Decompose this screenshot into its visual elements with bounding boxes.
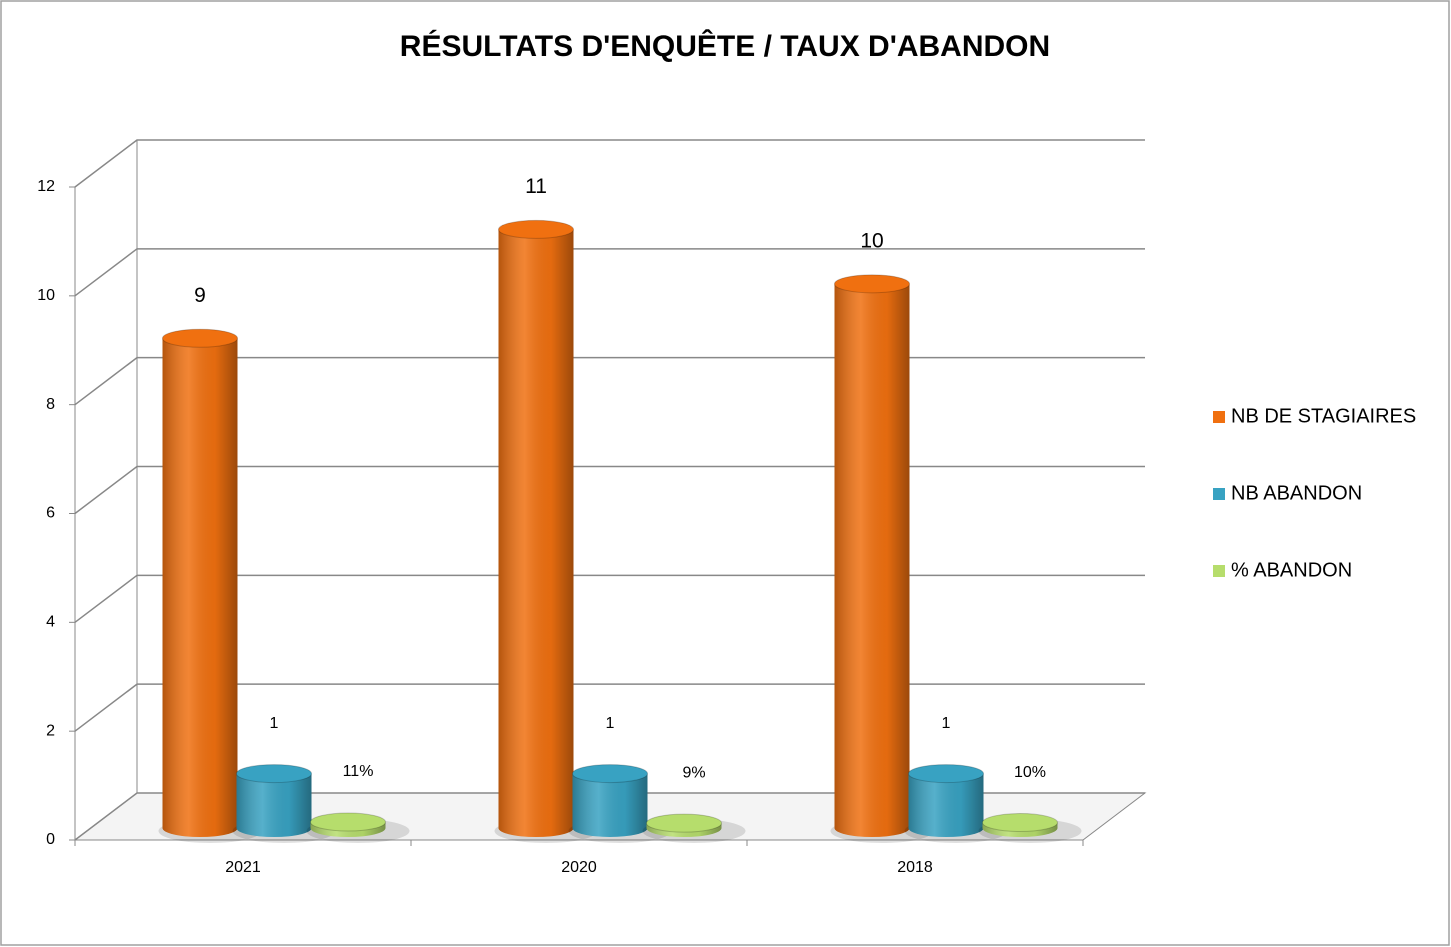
legend-swatch [1213, 411, 1225, 423]
data-label: 1 [270, 715, 279, 732]
data-label: 9% [682, 764, 705, 781]
y-tick-label: 6 [46, 505, 55, 522]
grid-line [74, 465, 1145, 515]
bar-shade [908, 773, 984, 837]
bar-top [310, 812, 386, 832]
bar-shade [834, 283, 910, 837]
x-tick-label: 2020 [561, 859, 597, 876]
grid-line [74, 683, 1145, 732]
legend-swatch [1213, 488, 1225, 500]
bar-shade [236, 773, 312, 837]
grid-line [74, 574, 1145, 623]
bar-top [162, 328, 238, 348]
grid-line [74, 139, 1145, 188]
grid-line [74, 248, 1145, 297]
y-tick-label: 10 [37, 287, 55, 304]
y-tick-label: 8 [46, 396, 55, 413]
bar-top [236, 764, 312, 784]
data-label: 10% [1014, 764, 1046, 781]
y-tick-label: 2 [46, 722, 55, 739]
bar-top [982, 813, 1058, 833]
bar-top [646, 813, 722, 833]
y-tick-label: 0 [46, 831, 55, 848]
legend-label: % ABANDON [1231, 559, 1352, 581]
bar-top [572, 764, 648, 784]
legend-swatch [1213, 565, 1225, 577]
x-tick-label: 2018 [897, 859, 933, 876]
y-tick-label: 4 [46, 614, 55, 631]
data-label: 10 [860, 229, 883, 252]
legend-label: NB DE STAGIAIRES [1231, 405, 1416, 427]
legend-label: NB ABANDON [1231, 482, 1362, 504]
data-label: 11% [343, 763, 374, 780]
bar-top [498, 219, 574, 239]
y-tick-label: 12 [37, 178, 55, 195]
data-label: 9 [194, 284, 206, 307]
x-tick-label: 2021 [225, 859, 261, 876]
bar-shade [162, 338, 238, 837]
data-label: 11 [525, 175, 547, 198]
bar-top [908, 764, 984, 784]
data-label: 1 [942, 715, 951, 732]
bar-shade [498, 229, 574, 837]
bar-top [834, 274, 910, 294]
grid-line [74, 356, 1145, 406]
data-label: 1 [606, 715, 615, 732]
bar-shade [572, 773, 648, 837]
chart-title: RÉSULTATS D'ENQUÊTE / TAUX D'ABANDON [400, 29, 1050, 63]
grid-line [74, 792, 1145, 841]
